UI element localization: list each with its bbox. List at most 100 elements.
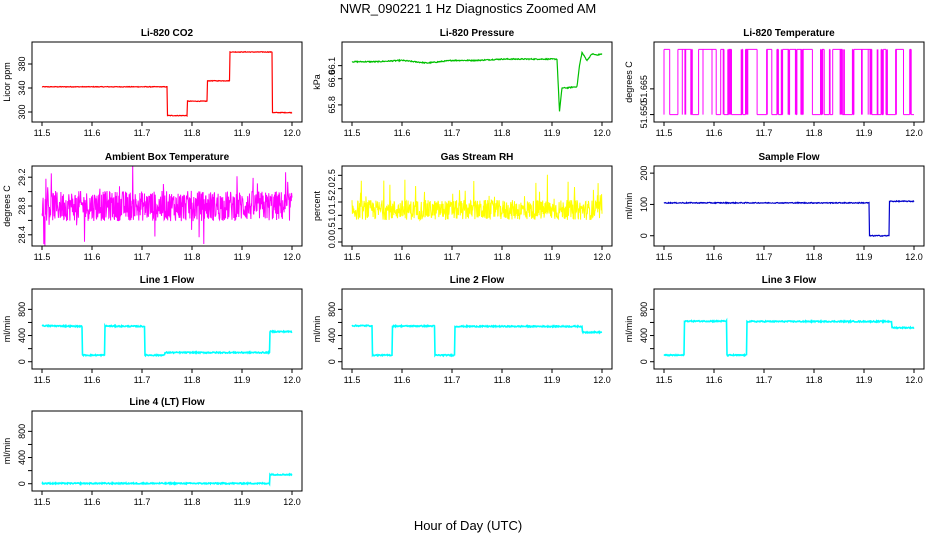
y-tick-label: 400 <box>17 328 27 343</box>
x-tick-label: 11.9 <box>544 128 561 138</box>
x-tick-label: 11.8 <box>494 128 511 138</box>
x-tick-label: 11.9 <box>234 497 251 507</box>
x-tick-label: 11.5 <box>34 128 51 138</box>
chart-title: Ambient Box Temperature <box>105 152 230 163</box>
y-tick-label: 0.5 <box>327 222 337 235</box>
x-tick-label: 11.7 <box>756 128 773 138</box>
series-line <box>351 323 603 358</box>
x-tick-label: 11.6 <box>394 128 411 138</box>
data-layer <box>663 317 915 358</box>
y-tick-label: 0.0 <box>327 236 337 249</box>
chart-title: Line 1 Flow <box>140 275 195 286</box>
y-tick-label: 29.2 <box>17 168 27 186</box>
y-axis-label: percent <box>312 190 322 221</box>
y-tick-label: 66.1 <box>327 57 337 75</box>
y-axis-label: ml/min <box>624 316 634 343</box>
x-tick-label: 11.8 <box>806 128 823 138</box>
y-tick-label: 0 <box>639 233 649 238</box>
y-axis-label: Licor ppm <box>2 62 12 102</box>
data-layer <box>41 472 293 487</box>
y-tick-label: 1.5 <box>327 196 337 209</box>
chart-line4: Line 4 (LT) Flow ml/min 11.5 11.6 11.7 11.8 11… <box>2 397 303 507</box>
data-layer <box>351 174 603 222</box>
y-tick-label: 800 <box>327 302 337 317</box>
y-tick-label: 100 <box>639 197 649 212</box>
y-axis-label: ml/min <box>2 316 12 343</box>
y-tick-label: 800 <box>17 424 27 439</box>
x-tick-label: 11.9 <box>544 252 561 262</box>
x-tick-label: 12.0 <box>593 252 611 262</box>
x-tick-label: 12.0 <box>905 128 923 138</box>
y-tick-label: 400 <box>639 328 649 343</box>
series-line <box>351 174 603 222</box>
y-tick-label: 200 <box>639 166 649 181</box>
x-tick-label: 11.8 <box>184 252 201 262</box>
y-tick-label: 28.4 <box>17 226 27 244</box>
series-line <box>41 50 293 117</box>
y-tick-label: 66.0 <box>327 70 337 88</box>
y-axis-label: ml/min <box>312 316 322 343</box>
x-tick-label: 11.8 <box>184 128 201 138</box>
y-tick-label: 340 <box>17 80 27 95</box>
series-line <box>663 48 914 116</box>
series-line <box>41 472 293 487</box>
y-axis-label: ml/min <box>2 438 12 465</box>
x-tick-label: 11.9 <box>234 252 251 262</box>
y-axis-label: degrees C <box>624 61 634 103</box>
chart-pressure: Li-820 Pressure kPa 11.5 11.6 11.7 11.8 11.9 12… <box>312 28 613 138</box>
x-tick-label: 11.5 <box>656 128 673 138</box>
x-tick-label: 11.8 <box>806 252 823 262</box>
x-tick-label: 12.0 <box>593 375 611 385</box>
x-tick-label: 11.5 <box>34 252 51 262</box>
x-tick-label: 11.6 <box>394 375 411 385</box>
y-tick-label: 0 <box>17 481 27 486</box>
x-tick-label: 11.9 <box>234 375 251 385</box>
chart-title: Line 3 Flow <box>762 275 817 286</box>
plot-frame <box>653 288 925 370</box>
chart-co2: Li-820 CO2 Licor ppm 11.5 11.6 11.7 11.8 11.9 1… <box>2 28 303 138</box>
y-tick-label: 0 <box>327 359 337 364</box>
chart-title: Line 2 Flow <box>450 275 505 286</box>
y-tick-label: 51.665 <box>639 75 649 103</box>
y-tick-label: 65.8 <box>327 96 337 114</box>
data-layer <box>663 199 915 238</box>
x-tick-label: 11.9 <box>234 128 251 138</box>
x-tick-label: 11.6 <box>84 375 101 385</box>
y-tick-label: 1.0 <box>327 209 337 222</box>
plot-frame <box>31 410 303 492</box>
x-tick-label: 11.8 <box>494 252 511 262</box>
y-tick-label: 400 <box>327 328 337 343</box>
chart-title: Li-820 Temperature <box>743 28 835 39</box>
y-tick-label: 800 <box>17 302 27 317</box>
plot-frame <box>653 41 925 123</box>
x-tick-label: 11.6 <box>706 128 723 138</box>
y-tick-label: 400 <box>17 450 27 465</box>
data-layer <box>663 48 914 116</box>
x-tick-label: 11.7 <box>444 128 461 138</box>
x-tick-label: 12.0 <box>283 375 301 385</box>
x-tick-label: 11.9 <box>856 252 873 262</box>
x-tick-label: 11.5 <box>34 497 51 507</box>
x-tick-label: 11.6 <box>84 128 101 138</box>
x-tick-label: 11.5 <box>34 375 51 385</box>
plot-frame <box>341 41 613 123</box>
x-tick-label: 11.9 <box>856 128 873 138</box>
x-tick-label: 11.6 <box>706 252 723 262</box>
chart-line3: Line 3 Flow ml/min 11.5 11.6 11.7 11.8 11.9 12.… <box>624 275 925 385</box>
chart-line1: Line 1 Flow ml/min 11.5 11.6 11.7 11.8 11.9 12.… <box>2 275 303 385</box>
series-line <box>351 50 603 112</box>
plot-frame <box>31 288 303 370</box>
x-tick-label: 12.0 <box>283 252 301 262</box>
y-tick-label: 300 <box>17 104 27 119</box>
series-line <box>41 166 293 246</box>
chart-title: Li-820 CO2 <box>141 28 194 39</box>
chart-rh: Gas Stream RH percent 11.5 11.6 11.7 11.8 11.9… <box>312 152 613 262</box>
chart-licor_temp: Li-820 Temperature degrees C 11.5 11.6 11.7 1… <box>624 28 925 138</box>
x-tick-label: 12.0 <box>593 128 611 138</box>
plot-frame <box>653 165 925 247</box>
series-line <box>663 199 915 238</box>
x-tick-label: 11.6 <box>84 497 101 507</box>
x-tick-label: 12.0 <box>283 497 301 507</box>
series-line <box>41 322 293 358</box>
y-tick-label: 2.0 <box>327 182 337 195</box>
